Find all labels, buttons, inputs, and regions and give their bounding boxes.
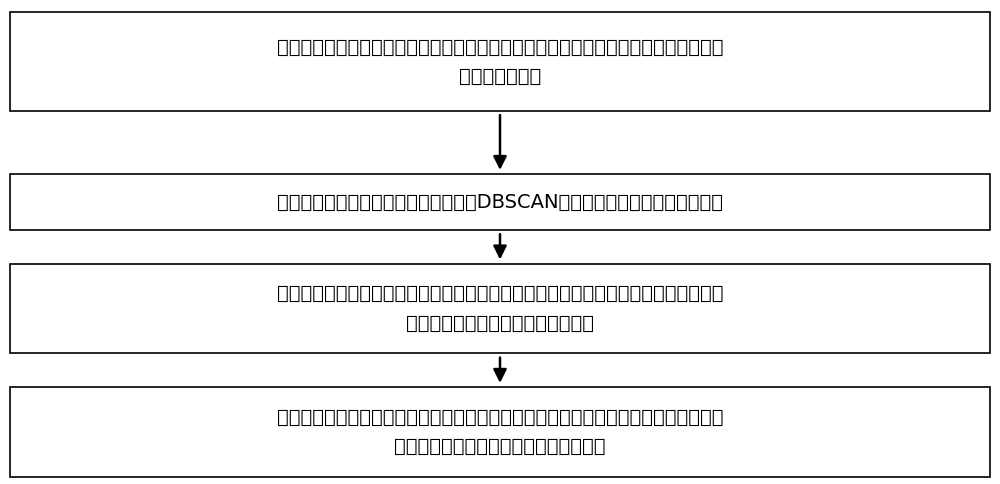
FancyBboxPatch shape xyxy=(10,12,990,111)
FancyBboxPatch shape xyxy=(10,264,990,353)
FancyBboxPatch shape xyxy=(10,174,990,230)
Text: 将目标的位置信息作为点云数据，利用DBSCAN聚类算法，对点云数据进行聚类: 将目标的位置信息作为点云数据，利用DBSCAN聚类算法，对点云数据进行聚类 xyxy=(277,193,723,212)
Text: 针对某个待识别目标，利用毫米波雷达在该目标所在范围内进行探测，获取一段时间内
目标的位置信息: 针对某个待识别目标，利用毫米波雷达在该目标所在范围内进行探测，获取一段时间内 目… xyxy=(277,37,723,86)
FancyBboxPatch shape xyxy=(10,387,990,477)
Text: 针对聚类后的点云数据，根据每个簇中的散射点数量进行目标识别，得到各个簇标签对
应的目标类型，保存到目标标签表中: 针对聚类后的点云数据，根据每个簇中的散射点数量进行目标识别，得到各个簇标签对 应… xyxy=(277,284,723,333)
Text: 将目标标签表中同一目标类型的个数，赋值给目标分类计数表，得到区域内最终行人、
摩托车、小型汽车和重型卡车各自的数量: 将目标标签表中同一目标类型的个数，赋值给目标分类计数表，得到区域内最终行人、 摩… xyxy=(277,408,723,456)
